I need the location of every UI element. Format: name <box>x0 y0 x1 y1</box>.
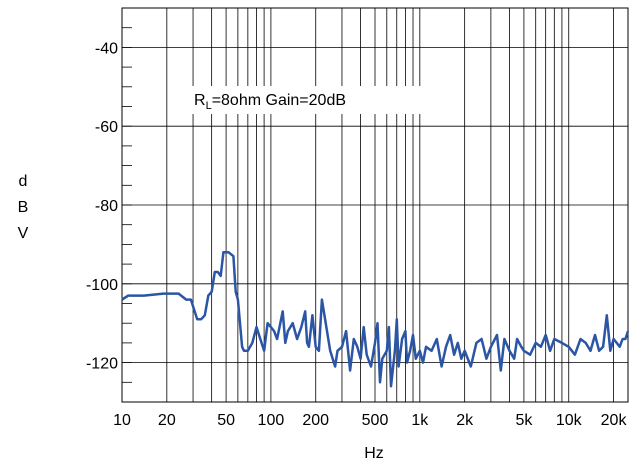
y-axis-label-letter: B <box>18 199 29 216</box>
series-line <box>121 251 630 388</box>
x-tick-label: 10k <box>556 412 583 429</box>
y-axis-ticks: -40 -60 -80 -100 -120 <box>86 40 118 372</box>
x-tick-label: 50 <box>217 412 235 429</box>
y-axis-label-letter: V <box>18 225 29 242</box>
x-tick-label: 500 <box>362 412 389 429</box>
annotation-base: R <box>194 92 206 109</box>
x-tick-label: 2k <box>456 412 474 429</box>
x-tick-label: 100 <box>258 412 285 429</box>
x-tick-label: 1k <box>411 412 429 429</box>
x-tick-label: 20 <box>158 412 176 429</box>
y-tick-label: -80 <box>95 198 118 215</box>
x-axis-label: Hz <box>364 445 384 462</box>
y-tick-label: -120 <box>86 356 118 373</box>
annotation-rest: =8ohm Gain=20dB <box>212 92 346 109</box>
y-axis-label-letter: d <box>19 173 28 190</box>
plot-frame <box>121 7 629 403</box>
x-tick-label: 200 <box>302 412 329 429</box>
y-tick-label: -100 <box>86 277 118 294</box>
x-tick-label: 5k <box>515 412 533 429</box>
y-tick-label: -40 <box>95 40 118 57</box>
x-axis-ticks: 10 20 50 100 200 500 1k 2k 5k 10k 20k <box>113 412 627 429</box>
annotation-background <box>190 86 422 114</box>
y-tick-label: -60 <box>95 119 118 136</box>
annotation-label: RL=8ohm Gain=20dB <box>194 92 346 112</box>
y-axis-label: dBV <box>18 173 29 242</box>
annotation-subscript: L <box>206 100 212 112</box>
x-tick-label: 10 <box>113 412 131 429</box>
x-tick-label: 20k <box>601 412 628 429</box>
